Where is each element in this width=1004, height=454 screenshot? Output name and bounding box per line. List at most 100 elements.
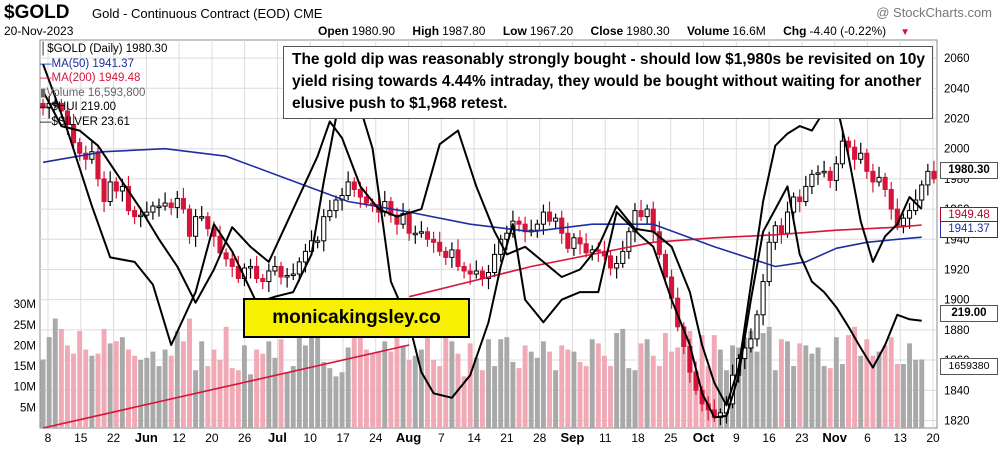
price-bar-body	[254, 265, 260, 280]
price-bar-body	[406, 213, 412, 234]
brand-label: monicakingsley.co	[243, 298, 470, 338]
volume-bar	[888, 337, 894, 428]
volume-bar	[357, 326, 363, 428]
price-bar-body	[363, 196, 370, 204]
price-bar-body	[162, 202, 168, 207]
price-bar-body	[449, 249, 455, 258]
volume-bar	[553, 370, 559, 428]
chart-date: 20-Nov-2023	[4, 24, 74, 38]
volume-bar	[760, 333, 766, 428]
volume-bar	[58, 328, 64, 428]
price-bar-body	[638, 210, 644, 218]
price-bar-body	[461, 265, 467, 272]
overlay-lines	[42, 63, 923, 429]
volume-bar	[589, 339, 595, 428]
volume-bar	[778, 339, 784, 428]
volume-bar	[71, 353, 77, 428]
volume-bar	[913, 359, 919, 428]
volume-bar	[333, 376, 339, 428]
volume-bar	[406, 359, 412, 428]
price-tick-label: 2060	[944, 53, 970, 65]
volume-value: 16.6M	[732, 24, 766, 38]
volume-bar	[101, 328, 107, 428]
ohlc-readout: Open 1980.90 High 1987.80 Low 1967.20 Close…	[318, 24, 910, 38]
volume-bar	[821, 366, 827, 428]
ma50-last-label: 1941.37	[940, 221, 998, 238]
volume-bar	[766, 326, 772, 428]
price-bar-body	[424, 231, 431, 240]
price-bar-body	[64, 110, 71, 126]
gold-last-price-label: 1980.30	[940, 162, 998, 179]
price-bar-body	[455, 249, 461, 267]
line-swatch-icon: —	[40, 72, 52, 84]
price-bar-body	[815, 172, 821, 175]
legend-ma50: —MA(50) 1941.37	[40, 57, 167, 72]
volume-bar	[608, 366, 613, 428]
x-tick-label: 28	[533, 431, 547, 445]
price-bar-body	[559, 217, 565, 234]
price-bar-body	[931, 170, 937, 180]
hui-line	[42, 63, 922, 419]
x-tick-label: Oct	[693, 430, 715, 445]
price-bar-body	[534, 223, 540, 231]
price-bar-body	[553, 217, 559, 222]
volume-bar	[547, 351, 552, 428]
x-tick-label: 7	[438, 431, 445, 445]
price-bar-body	[583, 243, 589, 254]
price-bar-body	[882, 176, 888, 190]
volume-bar	[699, 335, 705, 428]
close-value: 1980.30	[626, 24, 670, 38]
x-tick-label: 24	[369, 431, 383, 445]
price-bar-body	[40, 102, 46, 109]
price-bar-body	[925, 170, 931, 186]
volume-bar	[595, 343, 601, 428]
volume-bar	[278, 339, 284, 428]
volume-bar	[540, 341, 546, 428]
price-bar-body	[614, 262, 620, 269]
volume-bar	[772, 370, 778, 428]
price-bar-body	[351, 181, 357, 190]
volume-bar	[693, 370, 699, 428]
price-bar-body	[345, 181, 351, 197]
x-tick-label: 25	[664, 431, 678, 445]
volume-last-label: 1659380	[940, 358, 998, 375]
volume-bar	[370, 353, 376, 428]
volume-bar	[40, 359, 46, 428]
price-bar-body	[870, 170, 876, 183]
price-bar-body	[418, 231, 424, 234]
volume-bar	[669, 351, 675, 428]
price-bar-body	[833, 163, 839, 181]
volume-bar	[815, 347, 821, 428]
volume-bar	[327, 368, 333, 428]
line-swatch-icon: —	[40, 115, 52, 128]
volume-bar	[443, 335, 449, 428]
legend-ma200: —MA(200) 1949.48	[40, 71, 167, 86]
price-bar-body	[754, 314, 760, 340]
ma50-line	[42, 147, 922, 268]
price-bar-body	[803, 185, 809, 203]
price-bar-body	[516, 220, 522, 225]
line-swatch-icon: —	[40, 57, 52, 70]
price-bar-body	[357, 188, 363, 198]
x-tick-label: 13	[894, 431, 908, 445]
price-bar-body	[437, 241, 443, 252]
volume-bar	[290, 366, 296, 428]
watermark[interactable]: @ StockCharts.com	[876, 5, 992, 20]
silver-line	[42, 90, 923, 407]
volume-bar	[229, 368, 235, 428]
x-tick-label: Sep	[561, 430, 585, 445]
volume-bar	[516, 368, 522, 428]
price-bar-body	[858, 152, 864, 160]
volume-bar	[260, 353, 266, 428]
volume-bar	[437, 366, 443, 428]
price-bar-body	[186, 208, 193, 237]
volume-bar	[83, 349, 89, 428]
price-bar-body	[77, 142, 83, 154]
price-bar-body	[431, 238, 437, 243]
volume-bar	[168, 355, 174, 428]
volume-bar	[52, 318, 58, 428]
price-bar-body	[284, 275, 290, 278]
volume-bar	[803, 345, 809, 428]
price-tick-label: 2040	[944, 83, 970, 95]
chg-label: Chg	[783, 24, 807, 38]
